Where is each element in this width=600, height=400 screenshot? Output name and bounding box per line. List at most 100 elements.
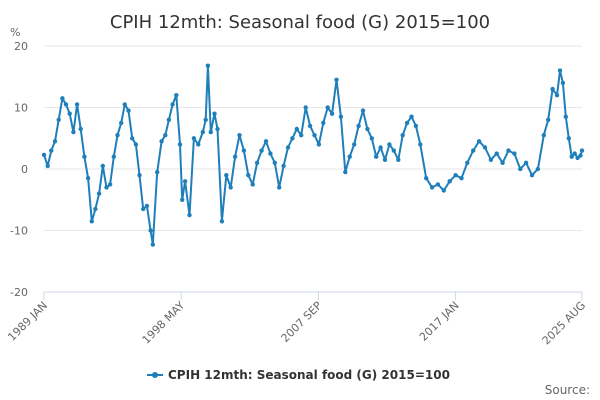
data-point[interactable] [71,129,76,135]
data-point[interactable] [506,148,511,153]
data-point[interactable] [391,148,396,153]
data-point[interactable] [413,123,419,129]
data-point[interactable] [159,139,164,144]
data-point[interactable] [459,176,464,181]
data-point[interactable] [566,136,571,141]
data-point[interactable] [212,111,217,116]
data-point[interactable] [122,102,128,107]
data-point[interactable] [424,176,429,181]
data-point[interactable] [208,129,213,135]
data-point[interactable] [396,157,401,162]
data-point[interactable] [60,96,65,101]
data-point[interactable] [182,179,188,184]
data-point[interactable] [307,123,313,129]
data-point[interactable] [557,68,563,73]
data-point[interactable] [100,163,106,169]
data-point[interactable] [259,148,264,153]
data-point[interactable] [111,154,117,159]
data-point[interactable] [74,102,80,107]
data-point[interactable] [378,145,383,150]
data-point[interactable] [272,160,277,165]
data-point[interactable] [523,160,529,165]
data-point[interactable] [203,117,208,123]
data-point[interactable] [150,242,155,247]
data-point[interactable] [285,145,291,150]
data-point[interactable] [137,173,142,178]
data-point[interactable] [277,185,282,190]
data-point[interactable] [93,206,98,212]
data-point[interactable] [400,133,405,138]
data-point[interactable] [343,169,348,175]
data-point[interactable] [541,133,546,138]
data-point[interactable] [224,173,229,178]
data-point[interactable] [325,105,330,110]
data-point[interactable] [115,133,120,138]
data-point[interactable] [254,160,260,165]
data-point[interactable] [535,166,541,172]
data-point[interactable] [126,108,131,113]
data-point[interactable] [578,153,583,158]
data-point[interactable] [268,151,273,156]
data-point[interactable] [250,182,255,187]
data-point[interactable] [41,152,47,158]
data-point[interactable] [546,117,551,123]
data-point[interactable] [237,133,242,138]
data-point[interactable] [163,133,168,138]
data-point[interactable] [232,154,238,159]
data-point[interactable] [409,114,414,119]
data-point[interactable] [187,212,192,218]
data-point[interactable] [579,148,585,153]
data-point[interactable] [465,160,470,165]
data-point[interactable] [141,206,146,212]
data-point[interactable] [78,126,83,132]
data-point[interactable] [174,93,179,98]
data-point[interactable] [133,142,139,147]
data-point[interactable] [453,173,458,178]
data-point[interactable] [241,148,247,153]
data-point[interactable] [299,133,304,138]
data-point[interactable] [321,120,326,126]
data-point[interactable] [334,77,339,83]
data-point[interactable] [554,93,560,98]
data-point[interactable] [215,126,220,132]
data-point[interactable] [45,163,50,169]
data-point[interactable] [352,142,357,147]
data-point[interactable] [191,136,197,141]
data-point[interactable] [356,123,361,129]
data-point[interactable] [294,126,299,132]
data-point[interactable] [177,142,183,147]
data-point[interactable] [560,80,566,86]
data-point[interactable] [119,120,124,126]
data-point[interactable] [338,114,344,119]
data-point[interactable] [569,154,574,159]
data-point[interactable] [435,182,441,187]
data-point[interactable] [418,142,423,147]
data-point[interactable] [482,145,488,150]
data-point[interactable] [429,185,435,190]
data-point[interactable] [387,142,392,147]
data-point[interactable] [575,155,580,161]
data-point[interactable] [550,86,555,92]
data-point[interactable] [312,133,317,138]
data-point[interactable] [347,154,352,159]
data-point[interactable] [63,102,69,107]
data-point[interactable] [219,219,225,224]
data-point[interactable] [196,142,201,147]
data-point[interactable] [148,228,153,233]
data-point[interactable] [563,114,568,119]
data-point[interactable] [96,191,102,196]
data-point[interactable] [303,105,308,110]
data-point[interactable] [471,148,476,153]
data-point[interactable] [107,182,113,187]
data-point[interactable] [518,166,523,172]
data-point[interactable] [246,173,251,178]
data-point[interactable] [263,139,269,144]
data-point[interactable] [56,117,61,123]
data-point[interactable] [82,154,87,159]
data-point[interactable] [360,108,366,113]
data-point[interactable] [104,185,109,190]
data-point[interactable] [180,197,185,202]
data-point[interactable] [529,173,535,178]
data-point[interactable] [52,139,58,144]
data-point[interactable] [512,151,517,156]
